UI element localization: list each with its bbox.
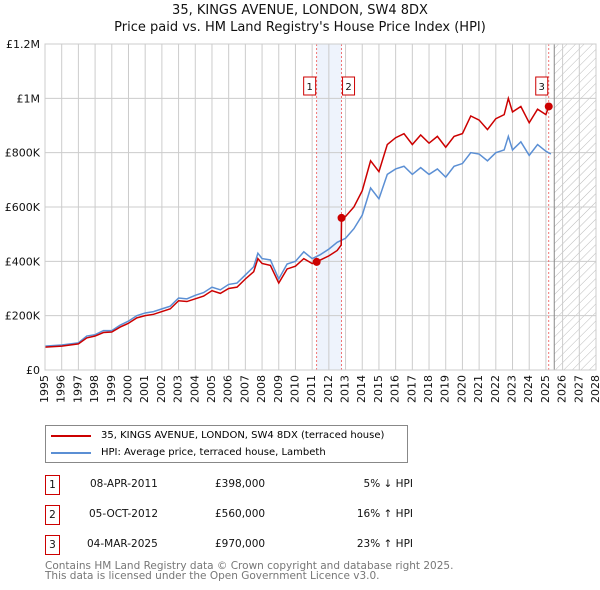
x-tick-label: 2015 — [372, 375, 385, 403]
legend-item-property: 35, KINGS AVENUE, LONDON, SW4 8DX (terra… — [51, 430, 384, 441]
x-tick-label: 1997 — [71, 375, 84, 403]
x-tick-label: 2011 — [305, 375, 318, 403]
y-tick-label: £800K — [5, 147, 41, 160]
marker-box — [303, 76, 317, 96]
legend-label: 35, KINGS AVENUE, LONDON, SW4 8DX (terra… — [101, 430, 385, 441]
x-tick-label: 2014 — [355, 375, 368, 403]
x-tick-label: 2017 — [405, 375, 418, 403]
transaction-marker: 1 — [45, 475, 60, 495]
transaction-marker: 2 — [45, 505, 60, 525]
legend-label: HPI: Average price, terraced house, Lamb… — [101, 447, 326, 458]
y-tick-label: £400K — [5, 255, 41, 268]
x-tick-label: 2006 — [222, 375, 235, 403]
x-tick-label: 2013 — [339, 375, 352, 403]
marker-box — [342, 76, 356, 96]
transaction-hpi: 5% ↓ HPI — [363, 478, 413, 490]
y-tick-label: £1M — [17, 92, 41, 105]
x-tick-label: 2021 — [472, 375, 485, 403]
x-tick-label: 2022 — [489, 375, 502, 403]
series-line-hpi — [44, 133, 552, 347]
transaction-price: £970,000 — [215, 538, 266, 550]
chart-title: 35, KINGS AVENUE, LONDON, SW4 8DX — [172, 3, 428, 18]
x-tick-label: 2012 — [322, 375, 335, 403]
footer-licence: This data is licensed under the Open Gov… — [45, 570, 380, 582]
x-tick-label: 2018 — [422, 375, 435, 403]
transaction-price: £398,000 — [215, 478, 266, 490]
transaction-row: 2 05-OCT-2012 £560,000 16% ↑ HPI — [45, 505, 445, 525]
transaction-date: 04-MAR-2025 — [87, 538, 158, 550]
x-tick-label: 2026 — [556, 375, 569, 403]
x-tick-label: 2001 — [138, 375, 151, 403]
x-tick-label: 2027 — [572, 375, 585, 403]
x-tick-label: 2020 — [455, 375, 468, 403]
x-tick-label: 2019 — [439, 375, 452, 403]
x-tick-label: 2004 — [188, 375, 201, 403]
transaction-marker: 3 — [45, 535, 60, 555]
transaction-hpi: 23% ↑ HPI — [356, 538, 413, 550]
y-tick-label: £200K — [5, 310, 41, 323]
x-tick-label: 1995 — [38, 375, 51, 403]
x-tick-label: 2003 — [172, 375, 185, 403]
marker-label: 1 — [306, 82, 312, 93]
x-tick-label: 2002 — [155, 375, 168, 403]
x-tick-label: 2000 — [121, 375, 134, 403]
marker-label: 3 — [539, 82, 545, 93]
x-tick-label: 2007 — [238, 375, 251, 403]
legend-swatch-red — [51, 434, 91, 437]
x-tick-label: 1999 — [105, 375, 118, 403]
marker-label: 2 — [345, 82, 351, 93]
sale-point — [312, 257, 321, 266]
x-tick-label: 2016 — [389, 375, 402, 403]
transaction-hpi: 16% ↑ HPI — [356, 508, 413, 520]
y-tick-label: £600K — [5, 201, 41, 214]
legend-swatch-blue — [51, 451, 91, 454]
x-tick-label: 2025 — [539, 375, 552, 403]
sale-point — [544, 102, 553, 111]
chart-subtitle: Price paid vs. HM Land Registry's House … — [114, 20, 486, 35]
x-tick-label: 2023 — [506, 375, 519, 403]
legend: 35, KINGS AVENUE, LONDON, SW4 8DX (terra… — [45, 425, 408, 463]
transaction-row: 3 04-MAR-2025 £970,000 23% ↑ HPI — [45, 535, 445, 555]
x-tick-label: 2024 — [522, 375, 535, 403]
x-tick-label: 2005 — [205, 375, 218, 403]
x-tick-label: 2008 — [255, 375, 268, 403]
marker-box — [535, 76, 549, 96]
series-line-property — [44, 95, 550, 348]
transaction-date: 08-APR-2011 — [90, 478, 158, 490]
x-tick-label: 2010 — [288, 375, 301, 403]
footer: Contains HM Land Registry data © Crown c… — [45, 560, 454, 582]
x-tick-label: 2009 — [272, 375, 285, 403]
legend-item-hpi: HPI: Average price, terraced house, Lamb… — [51, 447, 326, 458]
footer-copyright: Contains HM Land Registry data © Crown c… — [45, 560, 454, 572]
y-tick-label: £0 — [26, 364, 40, 377]
sale-point — [337, 213, 346, 222]
transaction-date: 05-OCT-2012 — [89, 508, 158, 520]
transaction-price: £560,000 — [215, 508, 266, 520]
transaction-row: 1 08-APR-2011 £398,000 5% ↓ HPI — [45, 475, 445, 495]
price-chart: 1995 1996 1997 1998 1999 2000 2001 2002 2003 2004… — [5, 38, 600, 403]
x-tick-label: 1996 — [55, 375, 68, 403]
x-tick-label: 1998 — [88, 375, 101, 403]
x-tick-label: 2028 — [589, 375, 600, 403]
plot-frame — [44, 43, 597, 371]
y-tick-label: £1.2M — [6, 38, 40, 51]
